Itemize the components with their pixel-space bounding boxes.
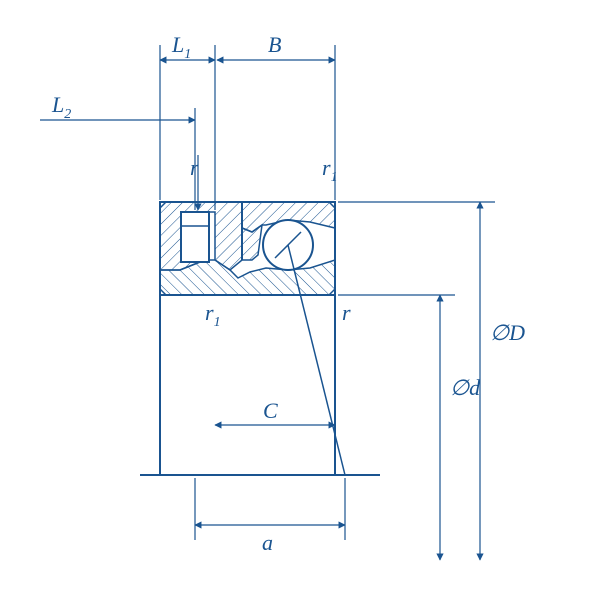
a-label: a <box>262 530 273 555</box>
svg-text:L1: L1 <box>171 32 191 62</box>
notch-bg <box>181 213 209 263</box>
phi-D: ∅ <box>490 320 510 345</box>
inner-ring-body <box>160 295 335 475</box>
r-mid-label: r <box>342 300 351 325</box>
dim-r-mid: r <box>342 300 351 325</box>
dim-L2: L2 <box>40 92 195 210</box>
L2-sub: 2 <box>64 107 71 122</box>
svg-text:∅d: ∅d <box>450 375 481 400</box>
C-label: C <box>263 398 278 423</box>
r1-mid-sub: 1 <box>214 315 221 330</box>
svg-text:L2: L2 <box>51 92 71 122</box>
r1-top-sub: 1 <box>331 170 338 185</box>
dim-L1: L1 <box>160 32 215 210</box>
bearing-diagram: L1 B L2 r r1 r1 r C a <box>0 0 600 600</box>
svg-text:r1: r1 <box>205 300 221 330</box>
dim-B: B <box>217 32 335 200</box>
d-label: d <box>469 375 481 400</box>
dim-a: a <box>195 478 345 555</box>
dim-d: ∅d <box>338 295 481 560</box>
L2-label: L <box>51 92 64 117</box>
dim-D: ∅D <box>338 202 525 560</box>
dim-r1-mid: r1 <box>205 300 221 330</box>
phi-d: ∅ <box>450 375 470 400</box>
L1-label: L <box>171 32 184 57</box>
B-label: B <box>268 32 281 57</box>
dim-C: C <box>215 398 335 425</box>
svg-text:∅D: ∅D <box>490 320 525 345</box>
r-top-label: r <box>190 155 199 180</box>
D-label: D <box>508 320 525 345</box>
L1-sub: 1 <box>184 47 191 62</box>
